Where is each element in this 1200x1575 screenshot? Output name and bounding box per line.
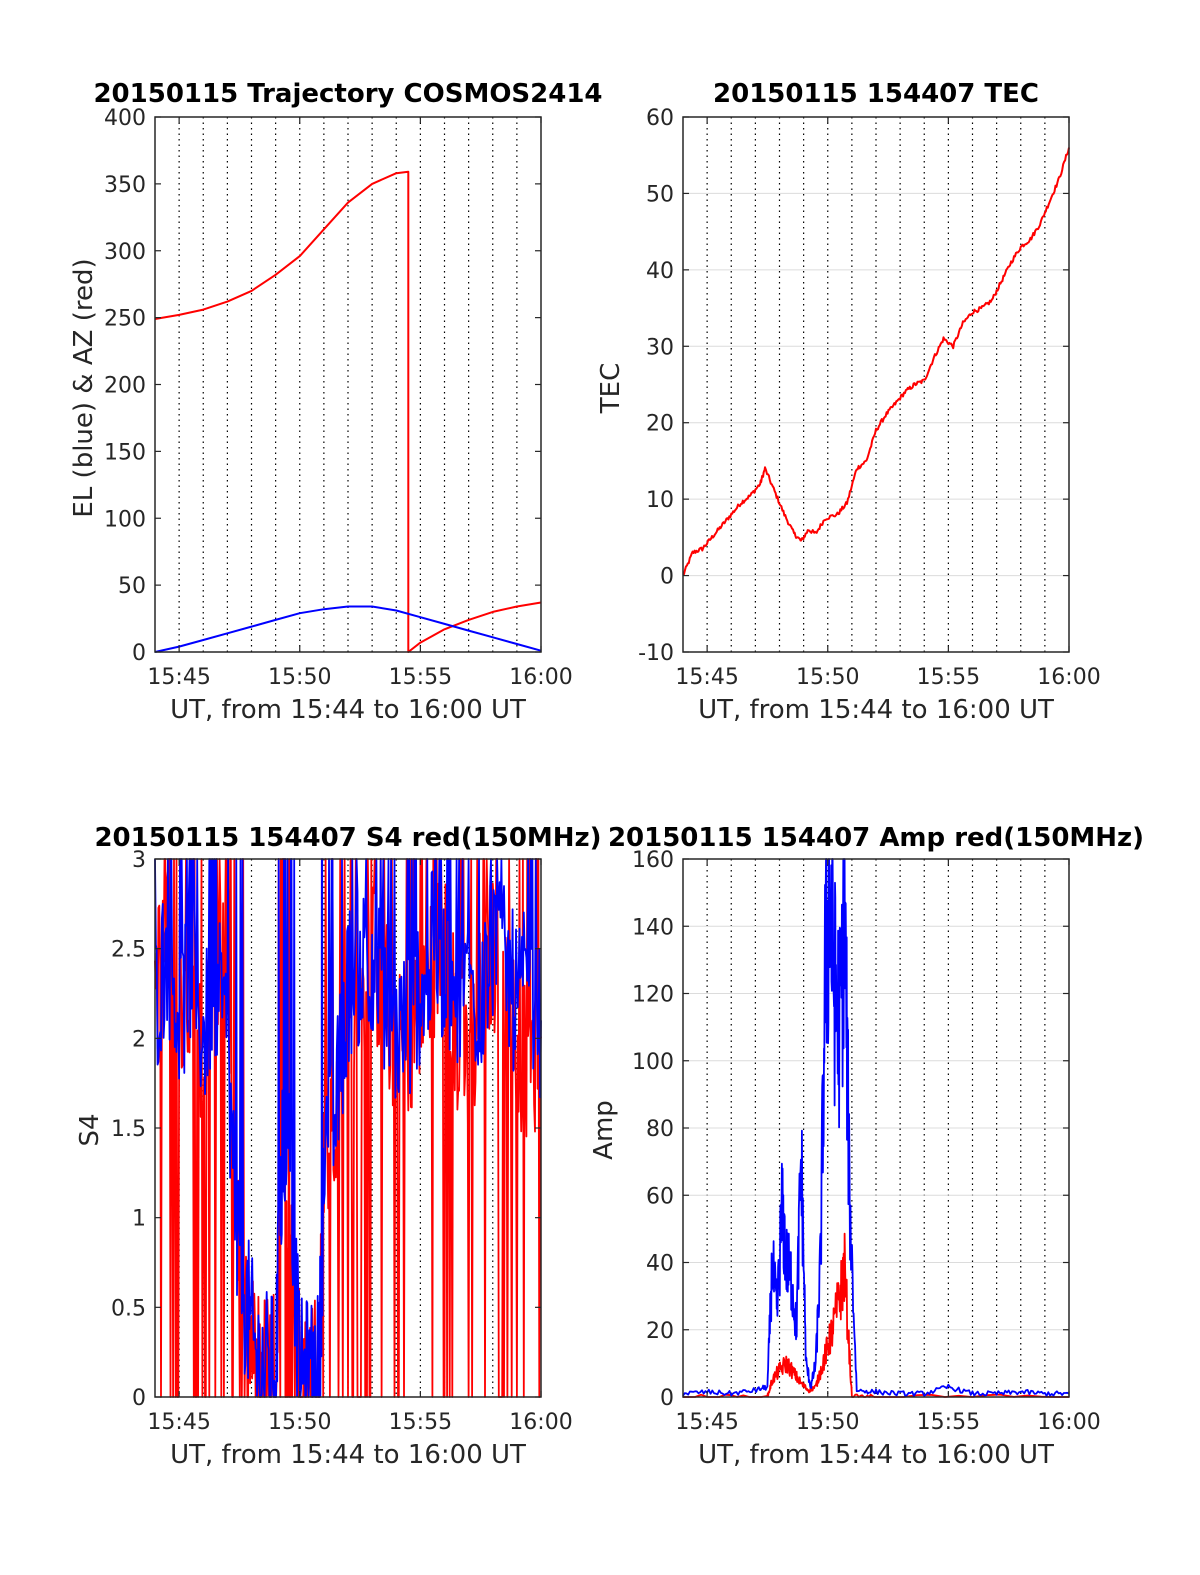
x-tick-label: 15:50	[268, 665, 331, 690]
tec-plot-lines	[682, 147, 1070, 576]
x-tick-label: 15:55	[917, 665, 980, 690]
y-tick-label: 20	[646, 1319, 674, 1344]
x-tick-label: 15:50	[796, 665, 859, 690]
y-tick-label: 400	[104, 106, 146, 131]
y-tick-label: 0	[132, 1386, 146, 1411]
y-tick-label: 20	[646, 412, 674, 437]
x-tick-label: 16:00	[509, 1410, 572, 1435]
y-tick-label: 250	[104, 307, 146, 332]
chart-trajectory: 0 50 100 150 200 250 300 350 400 15:45 15:50 15:55 1…	[69, 79, 603, 725]
x-tick-label: 15:55	[917, 1410, 980, 1435]
amp-ticks: 0 20 40 60 80 100 120 140 160 15:45 15:50 15:55 16:0…	[632, 848, 1101, 1435]
y-tick-label: 100	[104, 507, 146, 532]
y-tick-label: 3	[132, 848, 146, 873]
y-tick-label: 0.5	[111, 1296, 146, 1321]
series-line-red	[154, 170, 542, 653]
y-tick-label: 30	[646, 335, 674, 360]
amp-plot-lines	[682, 858, 1070, 1398]
amp-xlabel: UT, from 15:44 to 16:00 UT	[698, 1440, 1054, 1470]
amp-grid	[683, 859, 1069, 1397]
y-tick-label: 200	[104, 374, 146, 399]
x-tick-label: 15:45	[675, 665, 738, 690]
y-tick-label: 40	[646, 259, 674, 284]
y-tick-label: -10	[638, 641, 674, 666]
y-tick-label: 50	[118, 574, 146, 599]
trajectory-xlabel: UT, from 15:44 to 16:00 UT	[170, 695, 526, 725]
y-tick-label: 0	[660, 565, 674, 590]
y-tick-label: 160	[632, 848, 674, 873]
trajectory-ticks: 0 50 100 150 200 250 300 350 400 15:45 15:50 15:55 1…	[104, 106, 573, 690]
y-tick-label: 60	[646, 106, 674, 131]
y-tick-label: 300	[104, 240, 146, 265]
x-tick-label: 16:00	[509, 665, 572, 690]
x-tick-label: 15:45	[147, 1410, 210, 1435]
x-tick-label: 15:50	[268, 1410, 331, 1435]
y-tick-label: 1	[132, 1207, 146, 1232]
chart-tec: -10 0 10 20 30 40 50 60 15:45 15:50 15:55 16:00 201…	[596, 79, 1101, 725]
s4-plot-lines	[154, 858, 542, 1398]
y-tick-label: 50	[646, 182, 674, 207]
s4-xlabel: UT, from 15:44 to 16:00 UT	[170, 1440, 526, 1470]
tec-title: 20150115 154407 TEC	[713, 79, 1039, 109]
trajectory-plot-lines	[154, 170, 542, 653]
amp-title: 20150115 154407 Amp red(150MHz)	[608, 823, 1144, 853]
series-line-blue	[154, 605, 542, 653]
tec-xlabel: UT, from 15:44 to 16:00 UT	[698, 695, 1054, 725]
x-tick-label: 15:55	[389, 665, 452, 690]
series-line-red	[682, 147, 1070, 576]
x-tick-label: 15:45	[147, 665, 210, 690]
tec-ylabel: TEC	[596, 363, 626, 414]
y-tick-label: 10	[646, 488, 674, 513]
y-tick-label: 2.5	[111, 938, 146, 963]
y-tick-label: 0	[660, 1386, 674, 1411]
y-tick-label: 100	[632, 1050, 674, 1075]
y-tick-label: 60	[646, 1184, 674, 1209]
chart-amp: 0 20 40 60 80 100 120 140 160 15:45 15:50 15:55 16:0…	[589, 823, 1144, 1470]
amp-ylabel: Amp	[589, 1100, 619, 1160]
y-tick-label: 80	[646, 1117, 674, 1142]
series-line-blue	[682, 858, 1070, 1397]
s4-ticks: 0 0.5 1 1.5 2 2.5 3 15:45 15:50 15:55 16:00	[111, 848, 573, 1435]
x-tick-label: 16:00	[1037, 665, 1100, 690]
trajectory-title: 20150115 Trajectory COSMOS2414	[93, 79, 602, 109]
x-tick-label: 16:00	[1037, 1410, 1100, 1435]
x-tick-label: 15:55	[389, 1410, 452, 1435]
tec-grid	[683, 117, 1069, 652]
y-tick-label: 150	[104, 440, 146, 465]
x-tick-label: 15:45	[675, 1410, 738, 1435]
series-line-blue	[154, 858, 542, 1398]
s4-ylabel: S4	[75, 1113, 105, 1146]
y-tick-label: 1.5	[111, 1117, 146, 1142]
chart-s4: 0 0.5 1 1.5 2 2.5 3 15:45 15:50 15:55 16:00 201501…	[75, 823, 602, 1470]
trajectory-ylabel: EL (blue) & AZ (red)	[69, 258, 99, 517]
y-tick-label: 2	[132, 1027, 146, 1052]
y-tick-label: 120	[632, 983, 674, 1008]
y-tick-label: 350	[104, 173, 146, 198]
y-tick-label: 140	[632, 915, 674, 940]
trajectory-axes-box	[154, 116, 542, 653]
y-tick-label: 0	[132, 641, 146, 666]
x-tick-label: 15:50	[796, 1410, 859, 1435]
y-tick-label: 40	[646, 1252, 674, 1277]
series-line-red	[683, 1232, 1069, 1398]
tec-ticks: -10 0 10 20 30 40 50 60 15:45 15:50 15:55 16:00	[638, 106, 1101, 690]
tec-axes-box	[682, 116, 1070, 653]
trajectory-grid	[178, 117, 518, 652]
s4-title: 20150115 154407 S4 red(150MHz)	[94, 823, 601, 853]
